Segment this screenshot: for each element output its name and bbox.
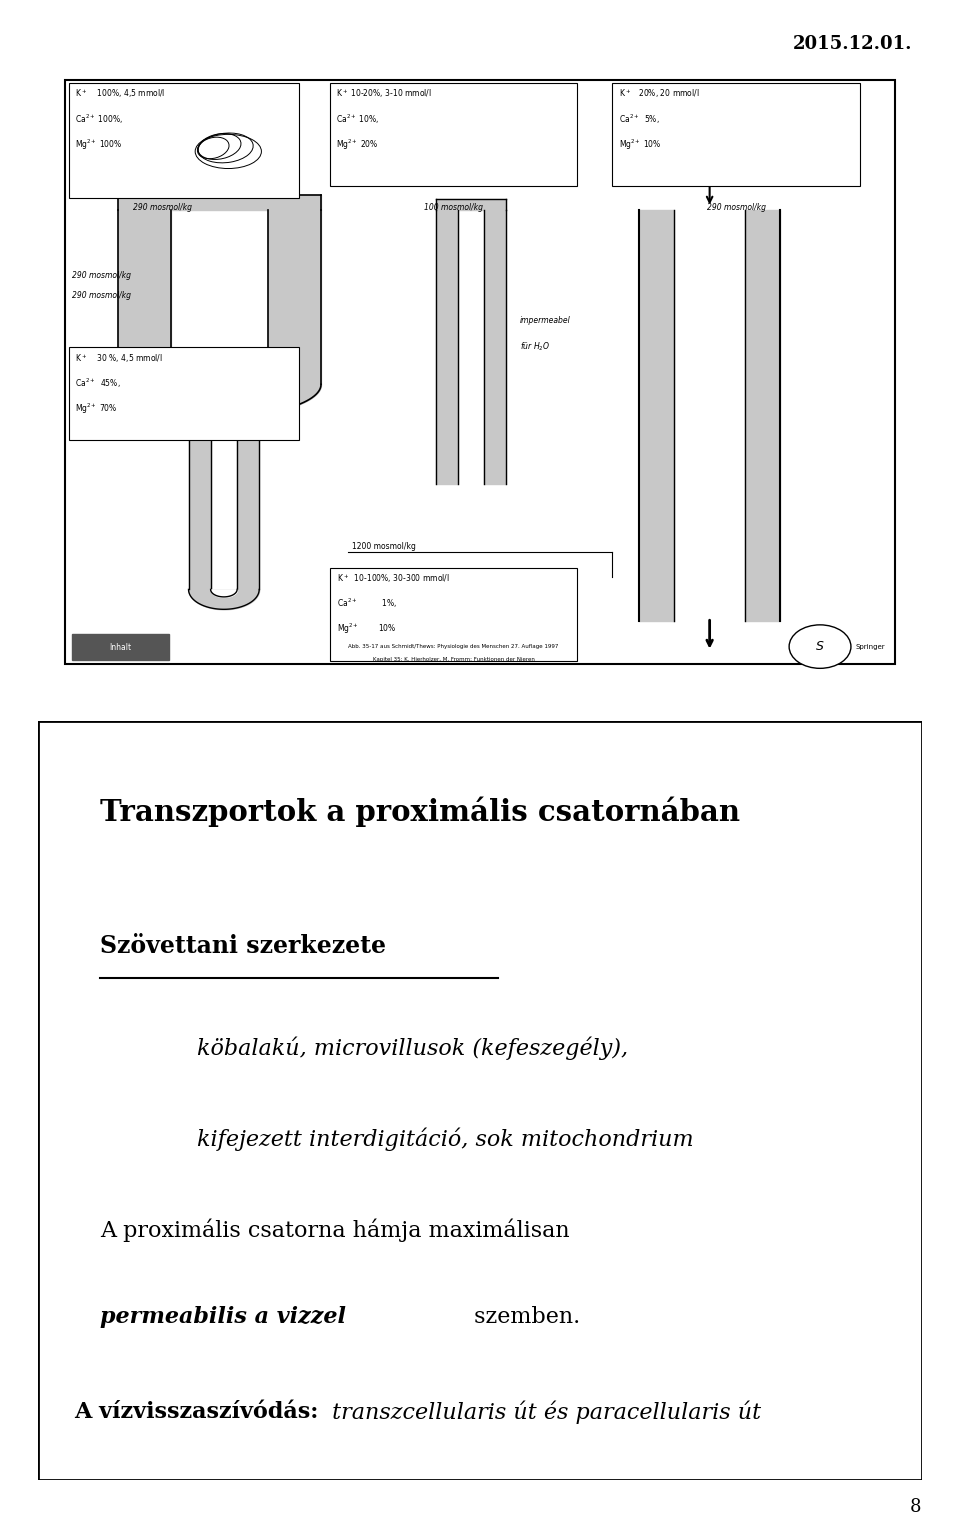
Text: für H$_2$O: für H$_2$O bbox=[519, 341, 550, 353]
Text: Szövettani szerkezete: Szövettani szerkezete bbox=[100, 934, 386, 957]
Text: impermeabel: impermeabel bbox=[519, 316, 570, 325]
Text: Mg$^{2+}$ 70%: Mg$^{2+}$ 70% bbox=[76, 402, 118, 416]
Ellipse shape bbox=[162, 120, 276, 183]
Circle shape bbox=[789, 624, 851, 669]
Text: S: S bbox=[816, 640, 824, 653]
Text: 290 mosmol/kg: 290 mosmol/kg bbox=[707, 202, 766, 212]
Text: 100 mosmol/kg: 100 mosmol/kg bbox=[424, 202, 483, 212]
Text: 8: 8 bbox=[910, 1497, 922, 1516]
Text: Abb. 35-17 aus Schmidt/Thews: Physiologie des Menschen 27. Auflage 1997: Abb. 35-17 aus Schmidt/Thews: Physiologi… bbox=[348, 644, 559, 649]
Text: 1200 mosmol/kg: 1200 mosmol/kg bbox=[352, 542, 416, 551]
Text: 290 mosmol/kg: 290 mosmol/kg bbox=[132, 202, 192, 212]
Text: Mg$^{2+}$ 100%: Mg$^{2+}$ 100% bbox=[76, 137, 123, 152]
Bar bbox=[69, 347, 299, 440]
Text: Mg$^{2+}$        10%: Mg$^{2+}$ 10% bbox=[337, 621, 396, 637]
Text: Ca$^{2+}$ 10%,: Ca$^{2+}$ 10%, bbox=[336, 112, 379, 126]
Text: Kapitel 35: K. Hierholzer, M. Fromm: Funktionen der Nieren: Kapitel 35: K. Hierholzer, M. Fromm: Fun… bbox=[372, 657, 535, 661]
Text: Ca$^{2+}$  5%,: Ca$^{2+}$ 5%, bbox=[618, 112, 660, 126]
Bar bbox=[330, 568, 577, 661]
Text: kifejezett interdigitáció, sok mitochondrium: kifejezett interdigitáció, sok mitochond… bbox=[198, 1127, 694, 1150]
Bar bbox=[330, 83, 577, 186]
Bar bbox=[72, 634, 169, 660]
Text: Springer: Springer bbox=[855, 644, 885, 649]
Bar bbox=[612, 83, 860, 186]
Text: köbalakú, microvillusok (kefeszegély),: köbalakú, microvillusok (kefeszegély), bbox=[198, 1035, 629, 1060]
Text: Transzportok a proximális csatornában: Transzportok a proximális csatornában bbox=[100, 798, 740, 827]
Text: K$^+$    100%, 4,5 mmol/l: K$^+$ 100%, 4,5 mmol/l bbox=[76, 87, 166, 100]
Text: Mg$^{2+}$ 10%: Mg$^{2+}$ 10% bbox=[618, 137, 661, 152]
Text: Ca$^{2+}$  45%,: Ca$^{2+}$ 45%, bbox=[76, 377, 121, 390]
Text: Mg$^{2+}$ 20%: Mg$^{2+}$ 20% bbox=[336, 137, 378, 152]
Bar bbox=[69, 83, 299, 198]
Text: 290 mosmol/kg: 290 mosmol/kg bbox=[72, 291, 131, 301]
Text: transzcellularis út és paracellularis út: transzcellularis út és paracellularis út bbox=[325, 1401, 761, 1424]
Text: Inhalt: Inhalt bbox=[109, 643, 132, 652]
Text: 290 mosmol/kg: 290 mosmol/kg bbox=[72, 272, 131, 281]
Text: K$^+$  10-100%, 30-300 mmol/l: K$^+$ 10-100%, 30-300 mmol/l bbox=[337, 572, 450, 584]
Text: Ca$^{2+}$          1%,: Ca$^{2+}$ 1%, bbox=[337, 597, 397, 611]
Text: 2015.12.01.: 2015.12.01. bbox=[793, 35, 912, 54]
Text: A vízvisszaszívódás:: A vízvisszaszívódás: bbox=[74, 1401, 318, 1422]
Text: Ca$^{2+}$ 100%,: Ca$^{2+}$ 100%, bbox=[76, 112, 124, 126]
Text: K$^+$   20%, 20 mmol/l: K$^+$ 20%, 20 mmol/l bbox=[618, 87, 700, 100]
Text: szemben.: szemben. bbox=[467, 1305, 580, 1327]
Text: K$^+$    30 %, 4,5 mmol/l: K$^+$ 30 %, 4,5 mmol/l bbox=[76, 353, 163, 365]
Text: permeabilis a vizzel: permeabilis a vizzel bbox=[100, 1305, 347, 1327]
Text: A proximális csatorna hámja maximálisan: A proximális csatorna hámja maximálisan bbox=[100, 1218, 570, 1243]
Text: K$^+$ 10-20%, 3-10 mmol/l: K$^+$ 10-20%, 3-10 mmol/l bbox=[336, 87, 432, 100]
